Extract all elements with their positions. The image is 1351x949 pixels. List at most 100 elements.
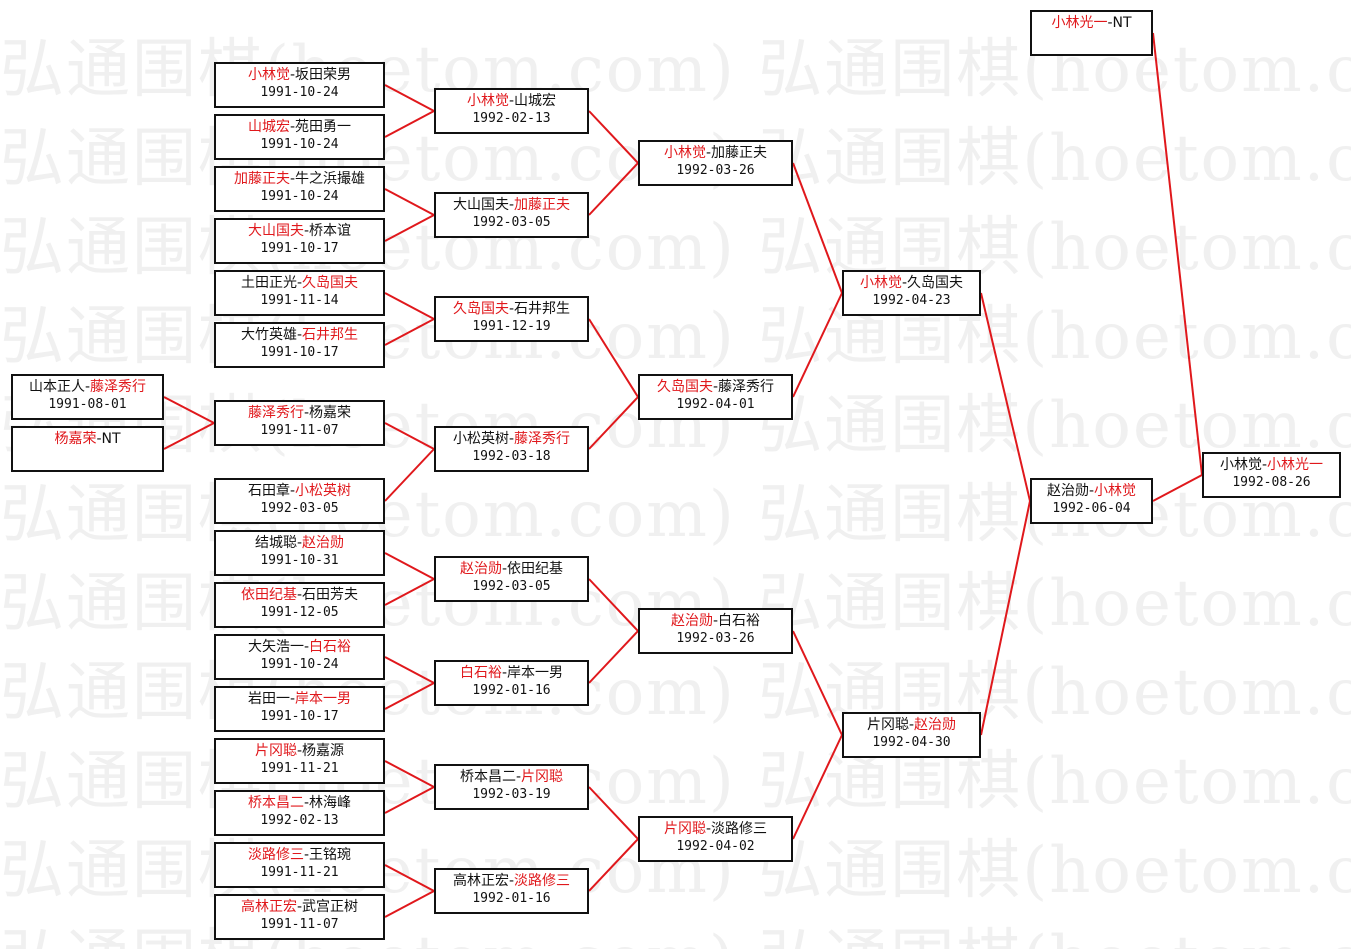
winner-name: 淡路修三 — [514, 873, 571, 889]
winner-name: 白石裕 — [309, 639, 352, 655]
match-date: 1992-03-26 — [676, 163, 755, 178]
match-box: 藤泽秀行-杨嘉荣 1991-11-07 — [214, 400, 385, 446]
winner-name: 小林觉 — [663, 145, 706, 161]
match-date: 1992-04-01 — [676, 397, 755, 412]
bracket-connector — [384, 110, 435, 138]
match-box: 山城宏-苑田勇一 1991-10-24 — [214, 114, 385, 160]
bracket-connector — [1152, 32, 1203, 476]
match-box: 大山国夫-加藤正夫 1992-03-05 — [434, 192, 589, 238]
bracket-connector — [792, 162, 843, 294]
match-date: 1992-03-26 — [676, 631, 755, 646]
winner-name: 石井邦生 — [302, 327, 359, 343]
winner-name: 久岛国夫 — [302, 275, 359, 291]
match-box: 桥本昌二-片冈聪 1992-03-19 — [434, 764, 589, 810]
player-name: 淡路修三 — [711, 821, 768, 837]
player-name: 赵治勋 — [1046, 483, 1089, 499]
match-date: 1991-10-24 — [260, 137, 339, 152]
match-box: 淡路修三-王铭琬 1991-11-21 — [214, 842, 385, 888]
bracket-connector — [588, 578, 639, 632]
match-date: 1991-08-01 — [48, 397, 127, 412]
match-players: 加藤正夫-牛之浜撮雄 — [233, 171, 366, 187]
match-box: 片冈聪-赵治勋 1992-04-30 — [842, 712, 981, 758]
winner-name: 岸本一男 — [295, 691, 352, 707]
player-name: 杨嘉源 — [302, 743, 345, 759]
match-players: 淡路修三-王铭琬 — [247, 847, 352, 863]
match-date: 1992-04-30 — [872, 735, 951, 750]
winner-name: 藤泽秀行 — [90, 379, 147, 395]
bracket-connector — [384, 318, 435, 346]
player-name: 山城宏 — [514, 93, 557, 109]
match-players: 小林觉-坂田荣男 — [247, 67, 352, 83]
player-name: 大竹英雄 — [240, 327, 297, 343]
match-date: 1992-04-23 — [872, 293, 951, 308]
bracket-connector — [588, 162, 639, 216]
match-players: 大山国夫-加藤正夫 — [452, 197, 571, 213]
match-box: 依田纪基-石田芳夫 1991-12-05 — [214, 582, 385, 628]
player-name: 结城聪 — [254, 535, 297, 551]
match-players: 赵治勋-白石裕 — [670, 613, 761, 629]
winner-name: 高林正宏 — [240, 899, 297, 915]
match-box: 大矢浩一-白石裕 1991-10-24 — [214, 634, 385, 680]
match-players: 赵治勋-依田纪基 — [459, 561, 564, 577]
player-name: 石田芳夫 — [302, 587, 359, 603]
match-date: 1991-10-24 — [260, 85, 339, 100]
match-date: 1992-03-19 — [472, 787, 551, 802]
match-date: 1991-10-17 — [260, 709, 339, 724]
player-name: 依田纪基 — [507, 561, 564, 577]
bracket-connector — [384, 890, 435, 918]
winner-name: 久岛国夫 — [656, 379, 713, 395]
match-date: 1991-10-17 — [260, 241, 339, 256]
winner-name: 小林觉 — [466, 93, 509, 109]
match-date: 1991-10-17 — [260, 345, 339, 360]
match-date: 1992-01-16 — [472, 891, 551, 906]
bracket-connector — [588, 786, 639, 840]
winner-name: 久岛国夫 — [452, 301, 509, 317]
winner-name: 加藤正夫 — [233, 171, 290, 187]
winner-name: 片冈聪 — [521, 769, 564, 785]
match-date: 1992-01-16 — [472, 683, 551, 698]
player-name: 小林觉 — [1219, 457, 1262, 473]
bracket-connector — [384, 84, 435, 112]
winner-name: 淡路修三 — [247, 847, 304, 863]
player-name: 加藤正夫 — [711, 145, 768, 161]
player-name: 桥本谊 — [309, 223, 352, 239]
match-box: 小松英树-藤泽秀行 1992-03-18 — [434, 426, 589, 472]
bracket-connector — [384, 786, 435, 814]
match-box: 桥本昌二-林海峰 1992-02-13 — [214, 790, 385, 836]
bracket-connector — [1152, 474, 1203, 502]
player-name: 白石裕 — [718, 613, 761, 629]
player-name: 藤泽秀行 — [718, 379, 775, 395]
winner-name: 桥本昌二 — [247, 795, 304, 811]
winner-name: 小林觉 — [247, 67, 290, 83]
match-date: 1991-11-21 — [260, 761, 339, 776]
winner-name: 赵治勋 — [302, 535, 345, 551]
bracket-connector — [384, 214, 435, 242]
match-players: 片冈聪-淡路修三 — [663, 821, 768, 837]
player-name: 小松英树 — [452, 431, 509, 447]
winner-name: 白石裕 — [459, 665, 502, 681]
bracket-connector — [792, 734, 843, 840]
match-players: 小松英树-藤泽秀行 — [452, 431, 571, 447]
match-box: 小林光一-NT — [1030, 10, 1153, 56]
bracket-connector — [384, 188, 435, 216]
match-date: 1992-03-18 — [472, 449, 551, 464]
match-players: 小林觉-加藤正夫 — [663, 145, 768, 161]
player-name: 大山国夫 — [452, 197, 509, 213]
match-players: 土田正光-久岛国夫 — [240, 275, 359, 291]
match-box: 片冈聪-淡路修三 1992-04-02 — [638, 816, 793, 862]
match-players: 大山国夫-桥本谊 — [247, 223, 352, 239]
bracket-connector — [588, 838, 639, 892]
player-name: NT — [1112, 15, 1132, 31]
bracket-connector — [384, 552, 435, 580]
winner-name: 依田纪基 — [240, 587, 297, 603]
bracket-connector — [384, 448, 435, 502]
bracket-connector — [384, 292, 435, 320]
winner-name: 小林光一 — [1267, 457, 1324, 473]
winner-name: 小林光一 — [1051, 15, 1108, 31]
match-players: 山城宏-苑田勇一 — [247, 119, 352, 135]
match-players: 小林觉-山城宏 — [466, 93, 557, 109]
match-players: 依田纪基-石田芳夫 — [240, 587, 359, 603]
match-box: 加藤正夫-牛之浜撮雄 1991-10-24 — [214, 166, 385, 212]
player-name: 久岛国夫 — [907, 275, 964, 291]
